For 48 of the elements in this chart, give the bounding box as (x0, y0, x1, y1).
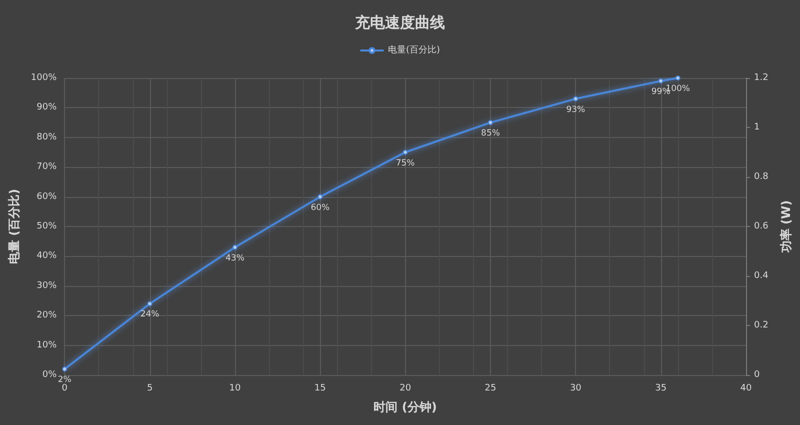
y-tick-label: 70% (36, 162, 58, 172)
data-label: 75% (396, 158, 415, 168)
point (573, 96, 578, 102)
y-tick-label: 10% (36, 340, 58, 350)
x-tick-label: 5 (146, 384, 153, 394)
y2-tick-label: 1 (754, 122, 760, 132)
point (232, 244, 238, 250)
y2-tick-label: 0 (754, 370, 760, 380)
x-tick-label: 15 (314, 384, 326, 394)
data-label: 2% (58, 375, 72, 386)
point (488, 120, 493, 126)
y2-tick-label: 0.8 (754, 172, 769, 182)
y-tick-label: 30% (36, 280, 58, 291)
data-label: 85% (481, 128, 500, 139)
x-tick-label: 10 (229, 384, 241, 394)
data-label: 93% (566, 104, 586, 115)
y2-tick-label: 0.4 (754, 271, 769, 281)
data-label: 24% (140, 310, 160, 320)
y2-axis-title: 功率 (W) (779, 200, 793, 254)
y-tick-label: 90% (36, 102, 58, 113)
y2-tick-label: 0.6 (754, 222, 769, 232)
y-tick-label: 40% (36, 251, 58, 262)
legend-label: 电量(百分比) (388, 44, 440, 56)
point (675, 76, 680, 80)
data-label: 43% (226, 253, 244, 264)
point (318, 194, 323, 200)
y2-tick-label: 0.2 (754, 320, 768, 330)
x-axis-title: 时间 (分钟) (374, 400, 437, 414)
y-tick-label: 60% (36, 192, 58, 202)
y-tick-label: 50% (36, 222, 58, 232)
y-tick-label: 80% (36, 132, 58, 142)
y2-tick-label: 1.2 (754, 73, 768, 83)
point (62, 366, 68, 372)
y-axis-title: 电量 (百分比) (7, 188, 21, 264)
chart-title: 充电速度曲线 (354, 14, 445, 32)
point (402, 150, 408, 155)
y-tick-label: 0% (42, 370, 58, 380)
x-tick-label: 20 (400, 384, 412, 394)
data-label: 60% (310, 202, 330, 213)
point (147, 301, 152, 306)
x-tick-label: 40 (740, 384, 752, 394)
y-tick-label: 100% (30, 73, 58, 83)
x-tick-label: 25 (484, 384, 496, 394)
y-tick-label: 20% (36, 310, 58, 321)
point (658, 78, 664, 84)
x-tick-label: 0 (62, 384, 68, 394)
x-tick-label: 30 (570, 384, 582, 394)
x-tick-label: 35 (655, 384, 667, 394)
